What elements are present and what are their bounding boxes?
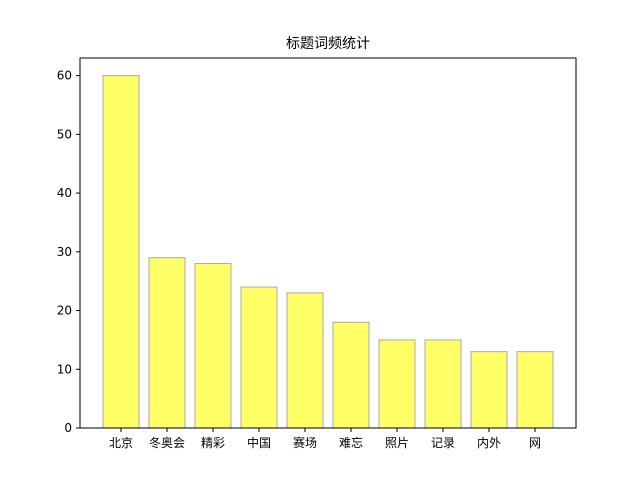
x-tick-label: 赛场 — [293, 435, 317, 450]
x-tick-label: 照片 — [385, 436, 409, 450]
chart-title: 标题词频统计 — [286, 36, 370, 52]
x-tick-label: 网 — [529, 436, 541, 450]
y-tick-label: 10 — [57, 362, 72, 376]
y-tick-label: 40 — [57, 186, 72, 200]
bar-5 — [286, 292, 324, 429]
bar-9 — [470, 351, 508, 429]
x-tick-label: 中国 — [247, 435, 271, 450]
y-tick-label: 30 — [57, 245, 72, 259]
y-tick-label: 20 — [57, 304, 72, 318]
plot-frame — [79, 57, 577, 429]
bar-2 — [148, 257, 186, 429]
x-tick-label: 记录 — [431, 436, 455, 450]
y-tick-label: 60 — [57, 69, 72, 83]
x-tick-label: 内外 — [477, 436, 501, 450]
x-tick-label: 难忘 — [339, 435, 363, 450]
bar-10 — [516, 351, 554, 429]
y-tick-label: 50 — [57, 127, 72, 141]
plot-area: 北京 冬奥会 精彩 中国 赛场 难忘 照片 记录 内外 网 0 10 20 30 40 50 60 — [57, 57, 577, 450]
x-tick-label: 精彩 — [201, 436, 225, 450]
x-tick-label: 北京 — [109, 436, 133, 450]
y-tick-label: 0 — [64, 421, 72, 435]
bar-1 — [102, 75, 140, 429]
bar-6 — [332, 321, 370, 429]
bar-8 — [424, 339, 462, 429]
bar-4 — [240, 286, 278, 429]
x-tick-label: 冬奥会 — [149, 435, 185, 450]
bar-7 — [378, 339, 416, 429]
bar-3 — [194, 263, 232, 429]
